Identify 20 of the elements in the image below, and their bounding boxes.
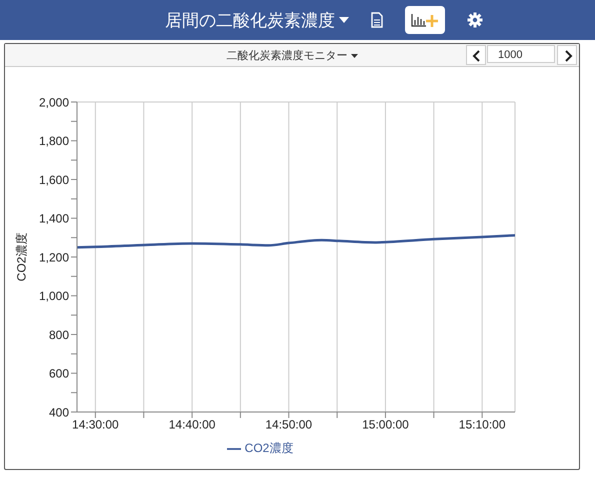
legend-label: CO2濃度: [244, 441, 294, 455]
x-tick-label: 14:50:00: [265, 418, 312, 432]
y-tick-label: 800: [48, 328, 70, 342]
y-tick-label: 1,400: [38, 212, 70, 226]
y-tick-label: 1,000: [38, 289, 70, 304]
y-tick-label: 1,200: [38, 250, 70, 264]
chart-subtitle: 二酸化炭素濃度モニター: [226, 50, 348, 62]
chart-title: 居間の二酸化炭素濃度: [165, 10, 335, 32]
y-axis-title: CO2濃度: [14, 232, 28, 282]
y-tick-label: 600: [48, 366, 70, 381]
x-tick-label: 14:40:00: [168, 418, 216, 432]
text: 1000: [487, 45, 555, 63]
y-tick-label: 400: [48, 405, 70, 420]
y-tick-label: 2,000: [38, 95, 70, 110]
x-tick-label: 14:30:00: [72, 418, 120, 432]
y-tick-label: 1,800: [38, 134, 70, 148]
x-tick-label: 15:10:00: [458, 418, 506, 432]
x-tick-label: 15:00:00: [362, 418, 410, 432]
y-tick-label: 1,600: [38, 172, 70, 187]
line-series: [77, 234, 515, 249]
